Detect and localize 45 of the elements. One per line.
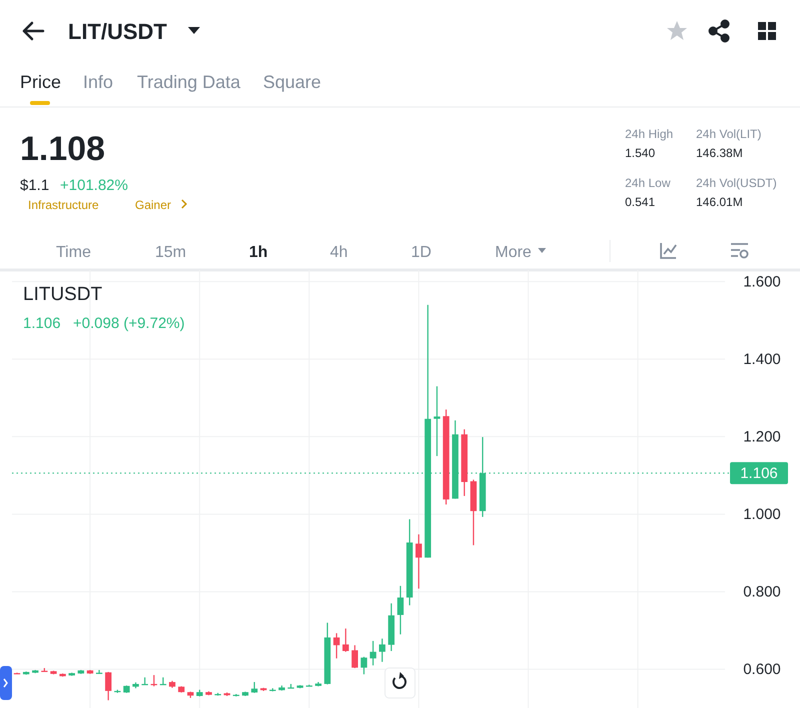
text: 24h Vol(USDT) xyxy=(696,176,777,190)
ref-line-label: 1.106 xyxy=(740,465,778,482)
text: More xyxy=(495,244,532,261)
text: 146.38M xyxy=(696,146,743,160)
text: 24h High xyxy=(625,127,674,141)
candlestick xyxy=(352,644,358,669)
candlestick xyxy=(251,681,258,694)
y-tick-label: 1.400 xyxy=(743,351,781,368)
text: Infrastructure xyxy=(28,198,100,212)
text: Price xyxy=(20,72,62,92)
text: $1.1 xyxy=(20,177,50,194)
text: +101.82% xyxy=(60,177,128,194)
y-tick-label: 1.600 xyxy=(743,274,781,291)
annotation: +0.098 (+9.72%) xyxy=(73,315,185,332)
candlestick xyxy=(105,671,112,701)
candlestick xyxy=(360,656,368,675)
chart-title: LIT/USDT xyxy=(68,19,168,44)
candlestick xyxy=(370,640,376,666)
text: 1.108 xyxy=(20,130,106,168)
text: Square xyxy=(263,72,322,92)
text: 1.540 xyxy=(625,146,656,160)
text: Time xyxy=(56,244,92,261)
text: 24h Low xyxy=(625,176,671,190)
y-tick-label: 0.600 xyxy=(743,661,781,678)
y-tick-label: 1.200 xyxy=(743,428,781,446)
text: 4h xyxy=(330,244,348,261)
text: 24h Vol(LIT) xyxy=(696,127,762,141)
text: 1h xyxy=(249,244,268,261)
annotation: LITUSDT xyxy=(23,284,103,305)
candlestick xyxy=(416,534,422,590)
candlestick xyxy=(379,638,386,662)
text: 15m xyxy=(155,244,186,261)
text: Trading Data xyxy=(137,72,242,92)
annotation: 1.106 xyxy=(23,315,61,332)
candlestick xyxy=(342,628,349,652)
text: 0.541 xyxy=(625,195,656,209)
y-tick-label: 1.000 xyxy=(743,506,781,524)
text: 146.01M xyxy=(696,195,743,209)
text: Info xyxy=(83,72,114,92)
candlestick xyxy=(397,585,404,635)
text: 1D xyxy=(411,244,432,261)
candlestick xyxy=(333,632,340,659)
candlestick xyxy=(434,386,440,457)
text: Gainer xyxy=(135,198,172,212)
y-tick-label: 0.800 xyxy=(743,584,781,601)
